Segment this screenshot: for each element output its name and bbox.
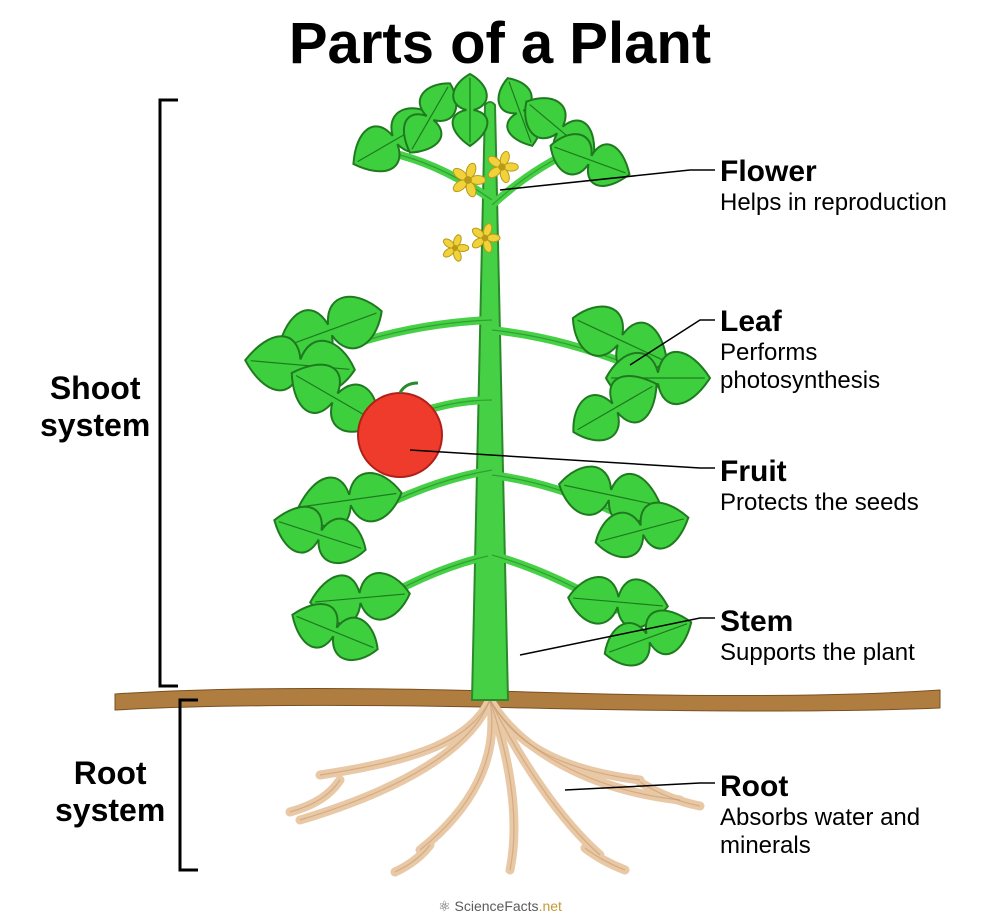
atom-icon: ⚛ [438, 898, 451, 914]
attribution-suffix: .net [539, 898, 562, 914]
attribution-brand: ScienceFacts [455, 898, 539, 914]
diagram-canvas: Parts of a Plant Shoot system Root syste… [0, 0, 1000, 921]
plant-svg [0, 0, 1000, 921]
attribution: ⚛ ScienceFacts.net [0, 898, 1000, 915]
